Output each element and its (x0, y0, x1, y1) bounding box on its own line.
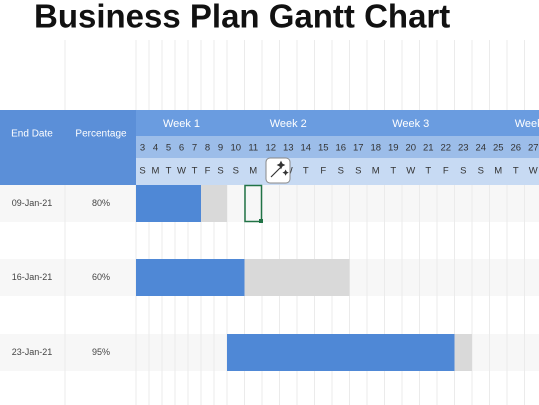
magic-icon (270, 160, 289, 178)
remaining-bar (454, 334, 472, 371)
day-number: 27 (528, 143, 539, 154)
day-number: 25 (493, 143, 504, 154)
weekday: F (320, 166, 326, 177)
progress-bar (227, 334, 455, 371)
progress-bar (136, 185, 201, 222)
day-number: 11 (248, 143, 258, 154)
week-label: Week 3 (392, 118, 429, 130)
header-cell: Percentage (75, 129, 127, 140)
day-number: 12 (265, 143, 276, 154)
day-number: 18 (370, 143, 381, 154)
day-number: 22 (440, 143, 451, 154)
weekday: T (192, 166, 198, 177)
remaining-bar (244, 259, 350, 296)
progress-bar (136, 259, 245, 296)
percentage-cell: 60% (92, 272, 110, 282)
weekday: T (166, 166, 172, 177)
header-cell: End Date (11, 129, 53, 140)
weekday: S (478, 166, 484, 177)
weekday: S (355, 166, 361, 177)
day-number: 9 (218, 143, 223, 154)
weekday: S (460, 166, 466, 177)
day-number: 20 (405, 143, 416, 154)
day-number: 24 (475, 143, 486, 154)
weekday: T (425, 166, 431, 177)
percentage-cell: 80% (92, 198, 110, 208)
weekday: W (406, 166, 415, 177)
end-date-cell: 23-Jan-21 (12, 347, 53, 357)
weekday: S (139, 166, 145, 177)
day-number: 16 (335, 143, 346, 154)
day-number: 14 (300, 143, 311, 154)
row-bg (0, 185, 539, 222)
day-number: 6 (179, 143, 184, 154)
fill-handle (259, 219, 263, 223)
weekday: F (443, 166, 449, 177)
day-number: 10 (230, 143, 241, 154)
day-row (136, 136, 539, 158)
selected-cell (244, 184, 263, 223)
week-row (136, 110, 539, 136)
end-date-cell: 16-Jan-21 (12, 272, 53, 282)
day-number: 8 (205, 143, 210, 154)
weekday-row (136, 158, 539, 185)
weekday: F (205, 166, 211, 177)
day-number: 23 (458, 143, 469, 154)
weekday: M (494, 166, 502, 177)
remaining-bar (201, 185, 227, 222)
sheet-title: Business Plan Gantt Chart (34, 0, 450, 35)
day-number: 17 (353, 143, 364, 154)
header-left (0, 110, 136, 185)
magic-button[interactable] (265, 157, 291, 184)
day-number: 19 (388, 143, 399, 154)
week-label: Week 1 (163, 118, 200, 130)
end-date-cell: 09-Jan-21 (12, 198, 53, 208)
day-number: 7 (192, 143, 197, 154)
week-label: Week 2 (270, 118, 307, 130)
weekday: W (177, 166, 186, 177)
day-number: 21 (423, 143, 434, 154)
weekday: T (390, 166, 396, 177)
percentage-cell: 95% (92, 347, 110, 357)
day-number: 5 (166, 143, 171, 154)
weekday: M (372, 166, 380, 177)
weekday: S (338, 166, 344, 177)
day-number: 4 (153, 143, 158, 154)
weekday: M (152, 166, 160, 177)
day-number: 13 (283, 143, 294, 154)
weekday: W (529, 166, 538, 177)
day-number: 26 (510, 143, 521, 154)
weekday: S (217, 166, 223, 177)
weekday: T (303, 166, 309, 177)
week-label: Week 4 (515, 118, 539, 130)
day-number: 15 (318, 143, 329, 154)
weekday: S (233, 166, 239, 177)
day-number: 3 (140, 143, 145, 154)
weekday: T (513, 166, 519, 177)
weekday: M (249, 166, 257, 177)
